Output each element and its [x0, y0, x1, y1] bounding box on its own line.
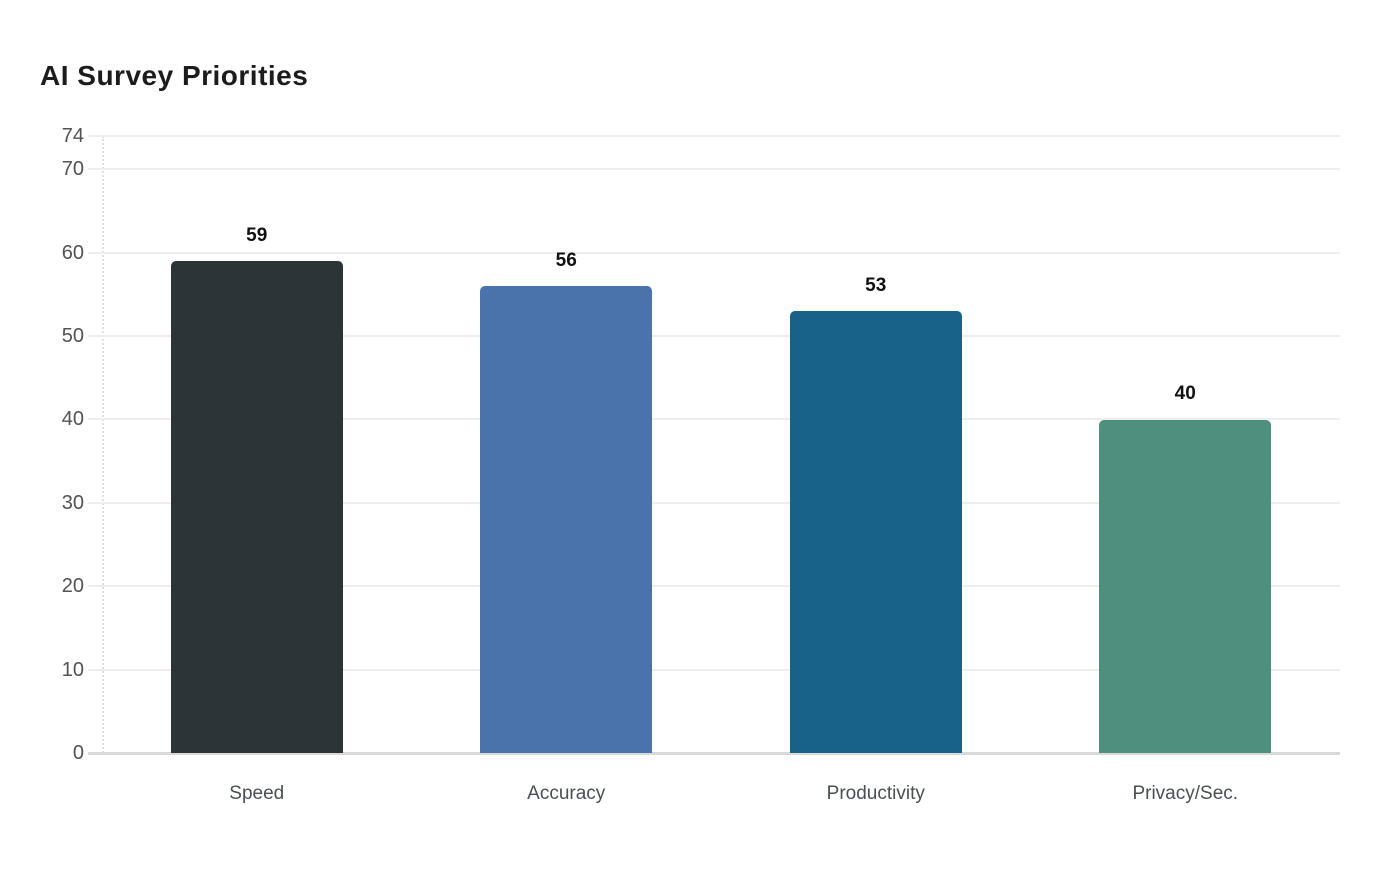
y-tick-label: 70 [61, 158, 84, 181]
gridline [88, 251, 1340, 254]
gridline [88, 501, 1340, 504]
bar-value-label: 56 [555, 250, 577, 272]
y-tick-label: 30 [61, 491, 84, 514]
bar-privacy-sec[interactable] [1099, 419, 1272, 753]
bar-accuracy[interactable] [480, 286, 653, 753]
y-tick-label: 0 [72, 742, 84, 764]
y-tick-label: 20 [61, 575, 84, 598]
gridline [88, 585, 1340, 588]
x-axis-line [88, 752, 1340, 755]
bar-value-label: 53 [865, 275, 887, 297]
gridline [88, 418, 1340, 421]
x-tick-label: Accuracy [527, 783, 606, 804]
bar-productivity[interactable] [789, 311, 962, 753]
gridline [88, 668, 1340, 671]
bar-speed[interactable] [170, 261, 343, 753]
x-tick-label: Productivity [826, 783, 925, 804]
x-tick-label: Privacy/Sec. [1132, 783, 1239, 804]
bar-value-label: 40 [1174, 383, 1196, 405]
gridline [88, 335, 1340, 338]
chart-title: AI Survey Priorities [40, 60, 309, 91]
gridline [88, 168, 1340, 171]
y-tick-label: 40 [61, 408, 84, 431]
y-tick-label: 50 [61, 325, 84, 348]
y-tick-label: 60 [61, 241, 84, 264]
x-tick-label: Speed [229, 783, 285, 804]
y-tick-label: 74 [61, 125, 84, 147]
y-tick-label: 10 [61, 658, 84, 681]
y-axis-line [102, 136, 104, 753]
gridline [88, 135, 1340, 137]
plot-area: 0 10 20 30 40 50 60 70 74 59 Speed 56 Accuracy 53 Prod… [62, 125, 1340, 804]
bar-value-label: 59 [246, 225, 268, 247]
